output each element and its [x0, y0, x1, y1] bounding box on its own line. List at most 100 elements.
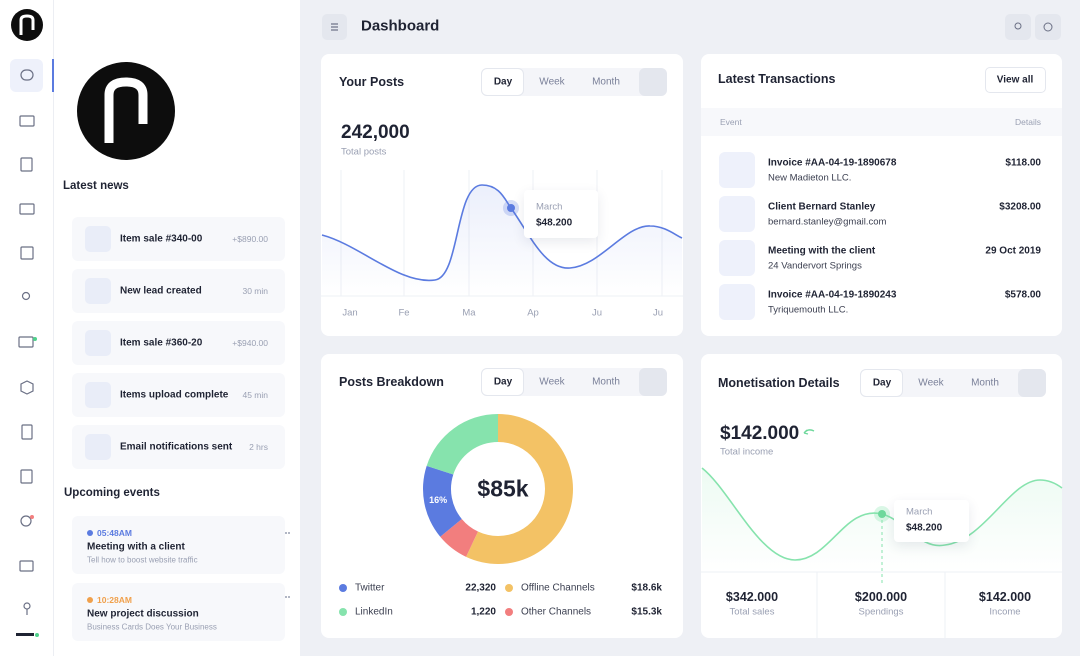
row-title: Invoice #AA-04-19-1890678 [768, 157, 897, 169]
card-title: Your Posts [339, 75, 405, 89]
row-amount: $578.00 [1004, 289, 1041, 301]
events-title: Upcoming events [64, 487, 160, 499]
news-icon [85, 330, 111, 356]
event-dot [87, 597, 93, 603]
view-all-button[interactable] [985, 67, 1046, 93]
tooltip [894, 500, 969, 542]
row-icon [719, 240, 755, 276]
donut-center: $85k [477, 475, 529, 502]
tab[interactable]: Month [971, 377, 999, 389]
news-meta: 30 min [242, 286, 268, 296]
active-indicator [52, 59, 54, 92]
donut-segment [440, 518, 478, 557]
event-desc: Tell how to boost website traffic [87, 555, 198, 565]
tooltip [524, 190, 598, 238]
page-title: Dashboard [361, 17, 440, 35]
tab[interactable]: Week [539, 76, 565, 88]
legend-name: LinkedIn [355, 606, 393, 618]
tab-active[interactable] [481, 368, 524, 396]
event-title: New project discussion [87, 608, 199, 620]
news-meta: +$890.00 [232, 234, 268, 244]
donut-segment [466, 414, 574, 564]
news-icon [85, 278, 111, 304]
row-amount: $118.00 [1005, 157, 1041, 169]
total: $142.000 [720, 423, 800, 444]
donut-segment [426, 414, 498, 475]
legend-value: 1,220 [470, 606, 496, 618]
nav-icons[interactable] [18, 69, 35, 615]
legend-dot [339, 608, 347, 616]
news-label: Email notifications sent [120, 441, 233, 453]
stat-label: Spendings [858, 606, 904, 618]
tab[interactable]: Day [872, 377, 892, 389]
news-icon [85, 434, 111, 460]
tab[interactable]: Month [592, 376, 620, 388]
button-label[interactable]: View all [996, 74, 1034, 86]
month-label: Fe [398, 307, 410, 319]
tooltip-month: March [536, 201, 563, 213]
avatar [77, 62, 175, 160]
logo-mark [19, 14, 35, 35]
legend-name: Other Channels [521, 606, 592, 618]
legend-dot [505, 584, 513, 592]
tab-active[interactable] [481, 68, 524, 96]
card-title: Monetisation Details [718, 376, 840, 390]
news-label: Items upload complete [120, 389, 229, 401]
active-nav[interactable] [10, 59, 43, 92]
month-label: Ju [591, 307, 603, 319]
tab[interactable]: Week [918, 377, 944, 389]
search-button[interactable] [1005, 14, 1031, 40]
posts-point[interactable] [507, 204, 515, 212]
event-card [72, 583, 285, 641]
row-sub: New Madieton LLC. [768, 172, 852, 184]
stats-dividers [701, 571, 1062, 638]
row-title: Client Bernard Stanley [768, 201, 876, 213]
tab[interactable]: Day [493, 376, 513, 388]
menu-icon [331, 23, 338, 31]
icon-rail [0, 0, 54, 656]
segment-label: 16% [429, 495, 448, 506]
row-sub: 24 Vandervort Springs [768, 260, 862, 272]
news-meta: +$940.00 [232, 338, 268, 348]
event-time: 10:28AM [97, 595, 132, 605]
calendar-button[interactable] [639, 368, 667, 396]
stat-label: Total sales [729, 606, 775, 618]
tab[interactable]: Month [592, 76, 620, 88]
month-label: Jan [342, 307, 358, 319]
month-label: Ju [652, 307, 664, 319]
legend-value: $18.6k [631, 582, 662, 594]
legend-dot [339, 584, 347, 592]
row-sub: Tyriquemouth LLC. [768, 304, 849, 316]
total-label: Total income [720, 446, 774, 458]
search-icon [1014, 22, 1022, 30]
total: 242,000 [341, 122, 410, 143]
month-label: Ma [462, 307, 476, 319]
total-label: Total posts [341, 146, 387, 158]
row-amount: $3208.00 [999, 201, 1041, 213]
stat-value: $200.000 [854, 590, 908, 604]
table-header [701, 108, 1062, 136]
calendar-button[interactable] [639, 68, 667, 96]
event-desc: Business Cards Does Your Business [87, 622, 217, 632]
column-header: Details [1015, 117, 1041, 127]
stat-label: Income [989, 606, 1021, 618]
event-dot [87, 530, 93, 536]
logo[interactable] [11, 9, 43, 41]
row-amount: 29 Oct 2019 [985, 245, 1041, 257]
legend-name: Twitter [355, 582, 385, 594]
event-card [72, 516, 285, 574]
tab[interactable]: Week [539, 376, 565, 388]
tab[interactable]: Day [493, 76, 513, 88]
trend-icon [803, 429, 815, 435]
tab-active[interactable] [860, 369, 903, 397]
news-icon [85, 226, 111, 252]
calendar-button[interactable] [1018, 369, 1046, 397]
row-icon [719, 196, 755, 232]
month-label: Ap [527, 307, 539, 319]
income-point[interactable] [878, 510, 886, 518]
settings-button[interactable] [1035, 14, 1061, 40]
avatar-mark [104, 77, 148, 143]
news-label: Item sale #360-20 [120, 337, 203, 349]
